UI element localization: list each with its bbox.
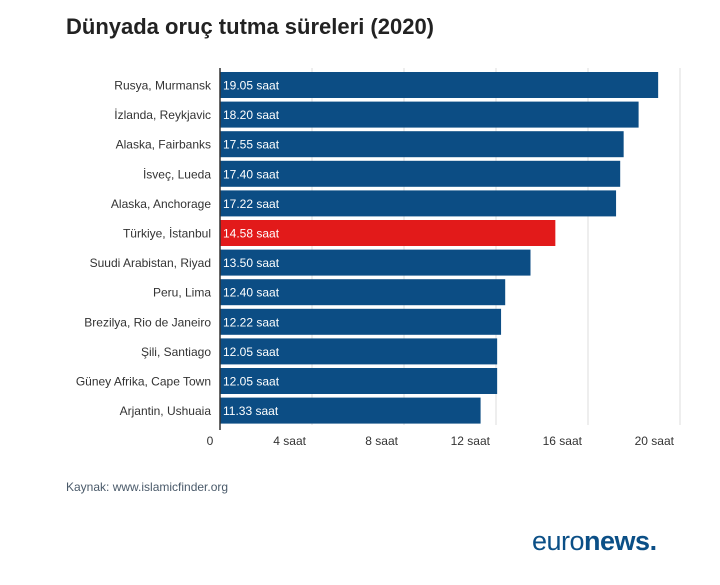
bar-value-label: 17.22 saat: [223, 197, 280, 211]
bar: [220, 131, 624, 158]
category-label: Şili, Santiago: [141, 345, 211, 359]
category-label: Alaska, Anchorage: [111, 197, 211, 211]
bar: [220, 190, 617, 217]
category-label: Rusya, Murmansk: [114, 79, 212, 93]
bar-value-label: 13.50 saat: [223, 256, 280, 270]
category-label: Alaska, Fairbanks: [116, 138, 211, 152]
bar: [220, 249, 531, 276]
bar-value-label: 17.40 saat: [223, 167, 280, 181]
category-label: Güney Afrika, Cape Town: [76, 375, 211, 389]
bar-value-label: 18.20 saat: [223, 108, 280, 122]
bar-value-label: 12.40 saat: [223, 286, 280, 300]
bar-value-label: 17.55 saat: [223, 138, 280, 152]
bar: [220, 72, 659, 98]
category-label: Peru, Lima: [153, 286, 211, 300]
x-tick-label: 8 saat: [365, 434, 398, 448]
bar-chart: 19.05 saat Rusya, Murmansk 18.20 saat İzlan…: [76, 68, 681, 448]
category-label: Türkiye, İstanbul: [123, 227, 211, 241]
bar-value-label: 12.05 saat: [223, 345, 280, 359]
euronews-logo: euronews.: [532, 526, 657, 556]
bar: [220, 279, 506, 306]
bar-value-label: 19.05 saat: [223, 79, 280, 93]
x-tick-label: 4 saat: [273, 434, 306, 448]
category-label: Suudi Arabistan, Riyad: [90, 256, 211, 270]
category-label: Brezilya, Rio de Janeiro: [84, 315, 211, 329]
x-tick-label: 0: [207, 434, 214, 448]
category-label: İsveç, Lueda: [143, 167, 211, 181]
bar-highlight: [220, 220, 556, 246]
bar: [220, 160, 621, 187]
x-tick-label: 20 saat: [635, 434, 675, 448]
chart-title: Dünyada oruç tutma süreleri (2020): [66, 14, 435, 39]
bar: [220, 397, 481, 424]
bar: [220, 338, 498, 365]
bar-value-label: 14.58 saat: [223, 227, 280, 241]
bar: [220, 308, 502, 335]
x-tick-label: 16 saat: [543, 434, 583, 448]
x-tick-label: 12 saat: [451, 434, 491, 448]
bar-value-label: 11.33 saat: [223, 404, 279, 418]
category-label: Arjantin, Ushuaia: [120, 404, 212, 418]
source-note: Kaynak: www.islamicfinder.org: [66, 480, 229, 494]
category-label: İzlanda, Reykjavic: [114, 108, 211, 122]
bar-value-label: 12.05 saat: [223, 375, 280, 389]
bar-value-label: 12.22 saat: [223, 315, 280, 329]
bar: [220, 101, 639, 128]
bar: [220, 368, 498, 394]
